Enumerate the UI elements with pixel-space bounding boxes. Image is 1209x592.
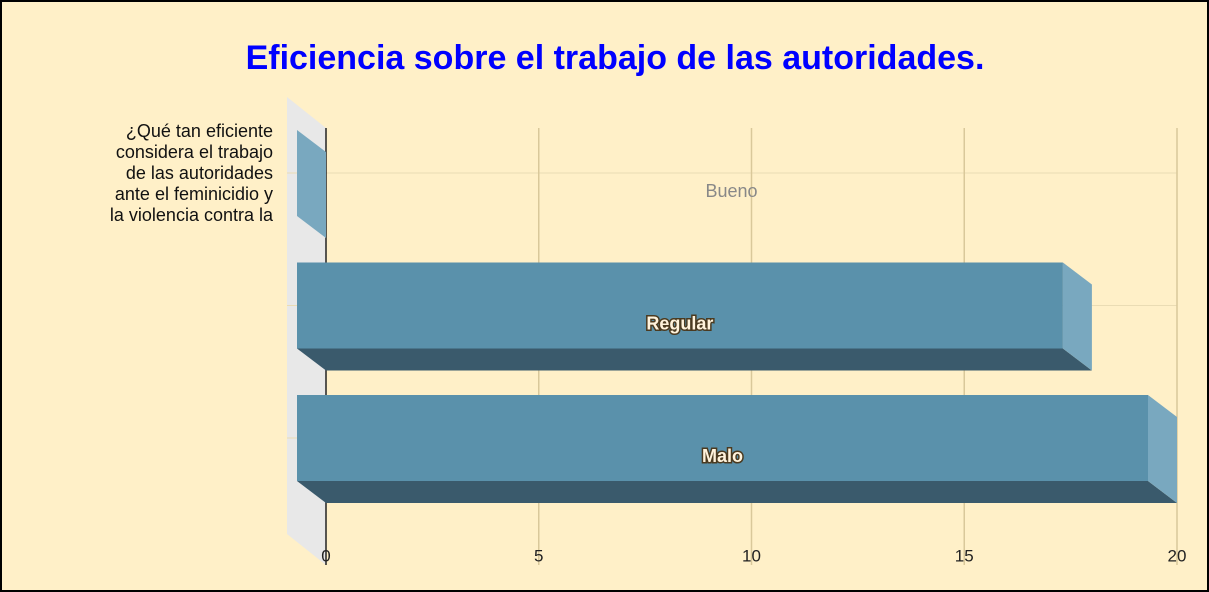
bar-side (1148, 395, 1177, 503)
y-axis-label: considera el trabajo (116, 142, 273, 162)
category-label: Bueno (705, 181, 757, 201)
x-tick-label: 20 (1168, 546, 1187, 565)
x-tick-label: 5 (534, 546, 543, 565)
bar (297, 395, 1148, 481)
y-axis-label: ante el feminicidio y (115, 184, 273, 204)
y-axis-label: ¿Qué tan eficiente (126, 121, 273, 141)
bar-side (1062, 262, 1092, 371)
bar-bottom (297, 481, 1177, 503)
x-tick-label: 10 (742, 546, 761, 565)
chart-title: Eficiencia sobre el trabajo de las autor… (246, 39, 985, 77)
bar-side (297, 130, 326, 238)
y-axis-label: de las autoridades (126, 163, 273, 183)
x-tick-label: 0 (321, 546, 330, 565)
category-label: Malo (702, 446, 743, 466)
bar (297, 262, 1063, 349)
bar-bottom (297, 348, 1092, 371)
y-axis-label: la violencia contra la (110, 205, 274, 225)
category-label: Regular (646, 313, 713, 333)
x-tick-label: 15 (955, 546, 974, 565)
